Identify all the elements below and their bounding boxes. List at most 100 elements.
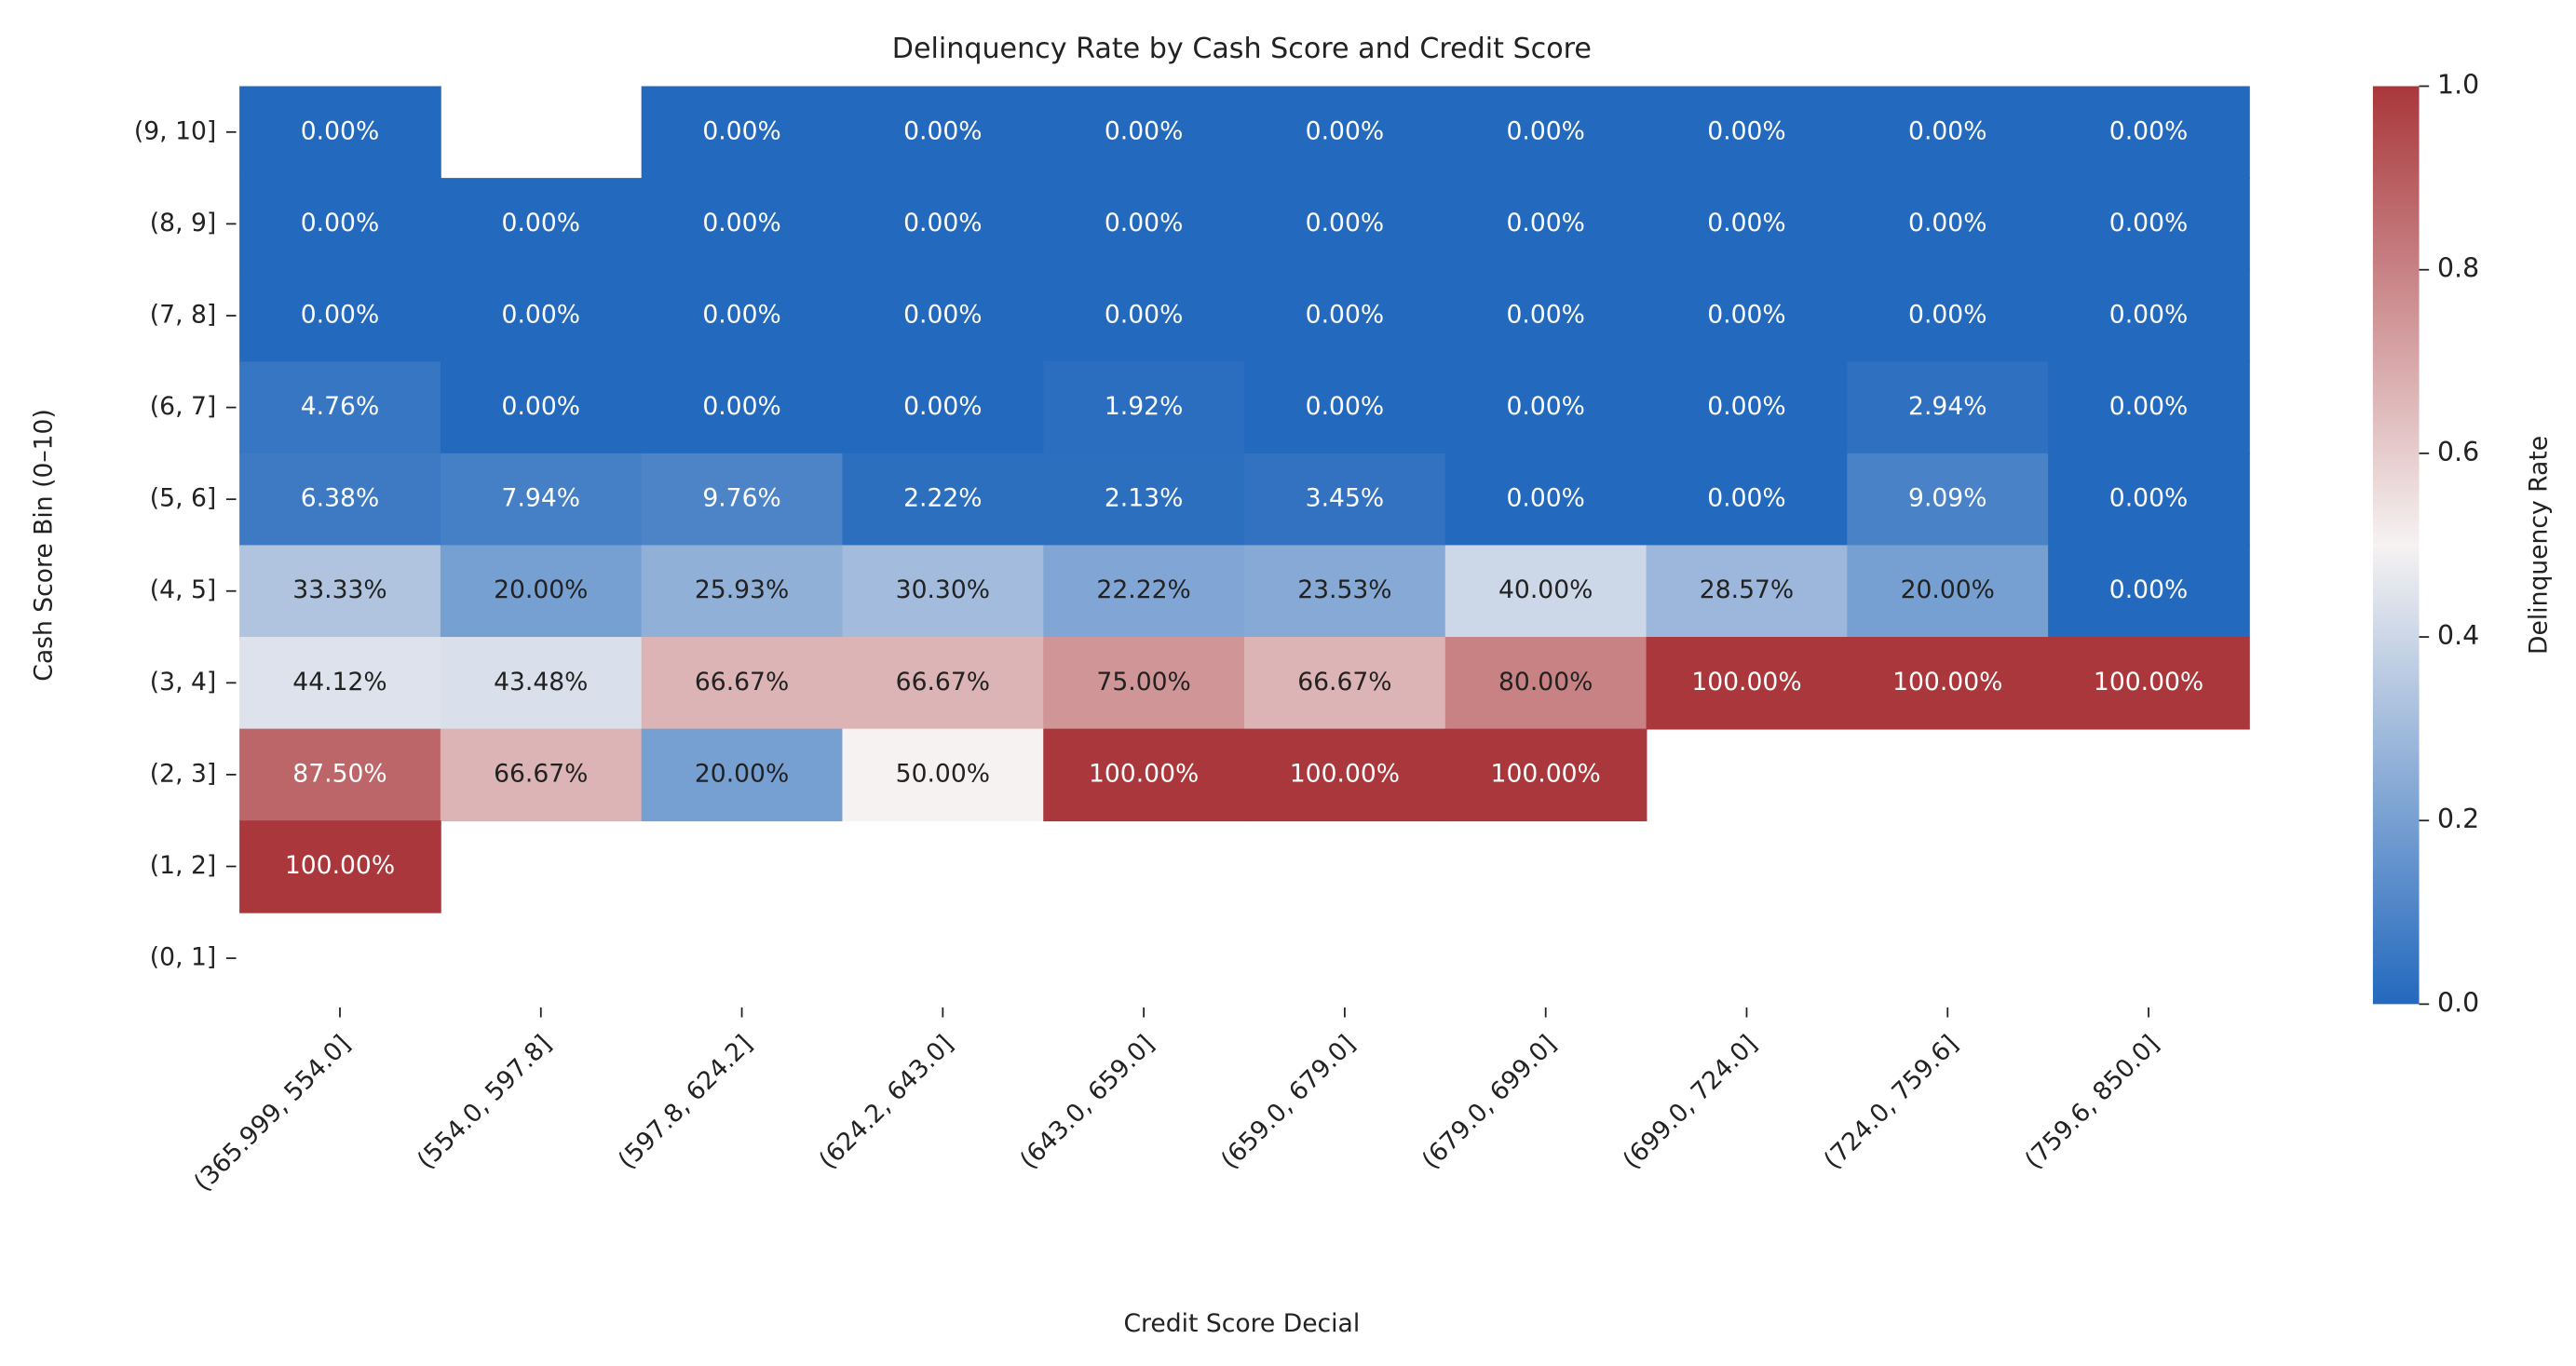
heatmap-cell [641,453,844,547]
cell-label: 20.00% [1901,575,1995,604]
heatmap-cell [1646,269,1849,363]
heatmap-cell [1847,269,2050,363]
heatmap-cell [1847,637,2050,730]
heatmap-cell [842,269,1045,363]
cell-label: 0.00% [1908,209,1986,237]
cell-label: 100.00% [1491,759,1601,788]
heatmap-cell [239,86,441,180]
cell-label: 66.67% [494,759,588,788]
heatmap-cell [2048,86,2250,180]
cell-label: 0.00% [1105,209,1183,237]
cell-label: 100.00% [285,851,395,880]
heatmap-cell [239,820,441,913]
cell-label: 0.00% [1707,300,1785,329]
cell-label: 0.00% [2109,484,2188,513]
heatmap-cell [1847,178,2050,271]
cell-label: 0.00% [903,209,982,237]
cell-label: 0.00% [702,300,780,329]
x-axis-label: Credit Score Decial [1123,1309,1360,1338]
heatmap-cell [2048,637,2250,730]
cell-label: 28.57% [1700,575,1794,604]
cell-label: 0.00% [1105,116,1183,145]
heatmap-cell [239,361,441,454]
heatmap-cell [641,269,844,363]
heatmap-cell [440,178,643,271]
heatmap-cell [1043,86,1245,180]
x-tick-label: (699.0, 724.0] [1618,1030,1763,1175]
cell-label: 40.00% [1498,575,1593,604]
heatmap-cell [1444,637,1647,730]
heatmap-cell [1646,453,1849,547]
x-tick-label: (624.2, 643.0] [814,1030,959,1175]
cell-label: 0.00% [702,392,780,421]
y-tick-label: (1, 2] [150,851,216,880]
cell-label: 0.00% [1707,484,1785,513]
cell-label: 0.00% [1306,116,1384,145]
colorbar [2372,86,2420,1005]
heatmap-cell [1043,637,1245,730]
heatmap-cell [239,269,441,363]
y-tick-label: (5, 6] [150,484,216,513]
colorbar-tick-label: 0.2 [2437,804,2479,834]
y-tick-label: (2, 3] [150,759,216,788]
cell-label: 50.00% [896,759,990,788]
cell-label: 6.38% [301,484,379,513]
heatmap-cell [1244,545,1446,638]
cell-label: 0.00% [1908,300,1986,329]
heatmap-cell [842,545,1045,638]
heatmap-cell [239,637,441,730]
heatmap-cell [2048,453,2250,547]
cell-label: 0.00% [1306,300,1384,329]
heatmap-cell [1043,545,1245,638]
cell-label: 20.00% [695,759,789,788]
cell-label: 0.00% [1506,300,1584,329]
x-tick-label: (679.0, 699.0] [1417,1030,1562,1175]
heatmap-cell [1043,178,1245,271]
cell-label: 100.00% [1892,668,2002,697]
heatmap-cell [641,361,844,454]
heatmap-cell [1444,178,1647,271]
y-tick-label: (7, 8] [150,300,216,329]
heatmap-cell [1444,545,1647,638]
colorbar-tick-label: 0.6 [2437,437,2479,467]
heatmap-cell [1244,453,1446,547]
cell-label: 33.33% [292,575,386,604]
cell-label: 0.00% [1707,116,1785,145]
cell-label: 3.45% [1306,484,1384,513]
heatmap-cell [440,269,643,363]
cell-label: 100.00% [1691,668,1801,697]
heatmap-cell [641,637,844,730]
heatmap-cell [239,178,441,271]
heatmap-cell [842,86,1045,180]
heatmap-cell [1444,728,1647,822]
heatmap-cell [1847,545,2050,638]
y-tick-label: (9, 10] [134,116,216,145]
heatmap-cell [1244,178,1446,271]
cell-label: 0.00% [1506,392,1584,421]
heatmap-cell [641,86,844,180]
cell-label: 22.22% [1096,575,1190,604]
heatmap-cell [1244,637,1446,730]
cell-label: 25.93% [695,575,789,604]
cell-label: 2.22% [903,484,982,513]
heatmap-cell [2048,269,2250,363]
cell-label: 0.00% [2109,209,2188,237]
cell-label: 0.00% [1306,392,1384,421]
heatmap-cell [842,361,1045,454]
heatmap-cell [1847,86,2050,180]
y-tick-label: (4, 5] [150,575,216,604]
cell-label: 0.00% [702,209,780,237]
heatmap-cell [1244,728,1446,822]
cell-label: 0.00% [1908,116,1986,145]
y-tick-label: (6, 7] [150,392,216,421]
cell-label: 0.00% [1707,392,1785,421]
cell-label: 0.00% [1506,484,1584,513]
heatmap-cell [1646,86,1849,180]
cell-label: 0.00% [903,300,982,329]
y-tick-label: (8, 9] [150,209,216,237]
cell-label: 0.00% [1105,300,1183,329]
cell-label: 0.00% [301,116,379,145]
cell-label: 0.00% [2109,116,2188,145]
heatmap-cell [440,361,643,454]
